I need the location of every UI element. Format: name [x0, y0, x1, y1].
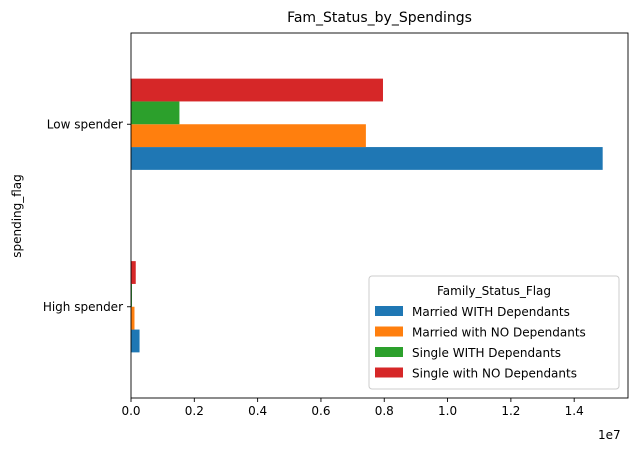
bar-single-with-dependants-high-spender	[131, 283, 132, 307]
bar-married-with-dependants-high-spender	[131, 329, 140, 353]
y-axis-label: spending_flag	[10, 174, 24, 258]
legend-label: Married with NO Dependants	[412, 326, 586, 340]
bar-married-with-no-dependants-low-spender	[131, 124, 366, 148]
x-tick-label: 0.8	[375, 404, 394, 418]
legend: Family_Status_Flag Married WITH Dependant…	[368, 275, 620, 390]
legend-label: Married WITH Dependants	[412, 305, 570, 319]
legend-swatch	[375, 367, 403, 378]
x-tick-label: 0.2	[185, 404, 204, 418]
y-tick-label: High spender	[43, 300, 123, 314]
bar-single-with-no-dependants-high-spender	[131, 261, 136, 284]
bar-married-with-dependants-low-spender	[131, 147, 603, 170]
legend-box	[368, 275, 620, 390]
x-tick-label: 0.0	[121, 404, 140, 418]
x-tick-label: 1.0	[438, 404, 457, 418]
axes-group: 0.0 0.2 0.4 0.6 0.8 1.0 1.2 1.4 High spender Low …	[43, 32, 629, 418]
legend-swatch	[375, 326, 403, 337]
y-tick-label: Low spender	[47, 117, 123, 131]
bar-single-with-no-dependants-low-spender	[131, 78, 383, 102]
bar-single-with-dependants-low-spender	[131, 101, 180, 125]
x-tick-label: 1.4	[565, 404, 584, 418]
x-tick-label: 0.6	[311, 404, 330, 418]
bar-married-with-no-dependants-high-spender	[131, 306, 135, 330]
legend-title: Family_Status_Flag	[437, 284, 551, 298]
legend-label: Single WITH Dependants	[412, 346, 561, 360]
legend-label: Single with NO Dependants	[412, 367, 577, 381]
chart-title: Fam_Status_by_Spendings	[287, 10, 472, 26]
x-tick-label: 0.4	[248, 404, 267, 418]
plot-frame	[130, 32, 629, 399]
x-scale-label: 1e7	[598, 428, 621, 442]
legend-swatch	[375, 306, 403, 316]
bars-group	[131, 78, 603, 353]
x-tick-label: 1.2	[501, 404, 520, 418]
legend-swatch	[375, 347, 403, 357]
